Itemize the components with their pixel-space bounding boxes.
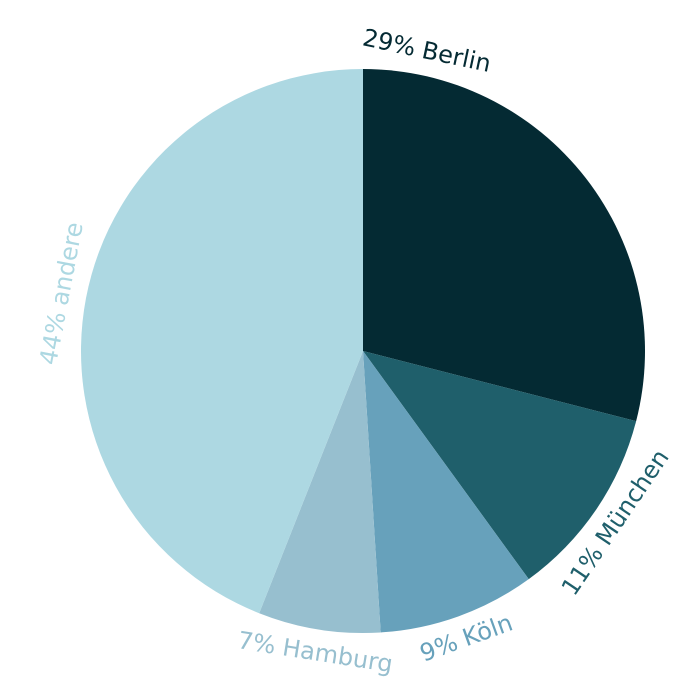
slice-category-label: Berlin bbox=[419, 36, 493, 78]
slice-value-label: 9% bbox=[416, 628, 461, 667]
slice-label: 7% Hamburg bbox=[236, 626, 395, 678]
pie-slice bbox=[259, 351, 381, 633]
slice-category-label: Köln bbox=[459, 608, 517, 652]
slice-label: 44%andere bbox=[34, 220, 89, 367]
slice-value-label: 7% bbox=[236, 626, 278, 660]
pie-slice bbox=[81, 69, 363, 614]
pie-slice bbox=[363, 69, 645, 422]
pie-slice bbox=[363, 351, 637, 580]
slice-category-label: andere bbox=[45, 220, 88, 308]
slice-value-label: 11% bbox=[556, 541, 609, 601]
slice-value-label: 44% bbox=[34, 309, 71, 367]
slice-value-label: 29% bbox=[360, 23, 418, 61]
pie-slice bbox=[363, 351, 529, 633]
slice-category-label: Hamburg bbox=[281, 633, 395, 678]
